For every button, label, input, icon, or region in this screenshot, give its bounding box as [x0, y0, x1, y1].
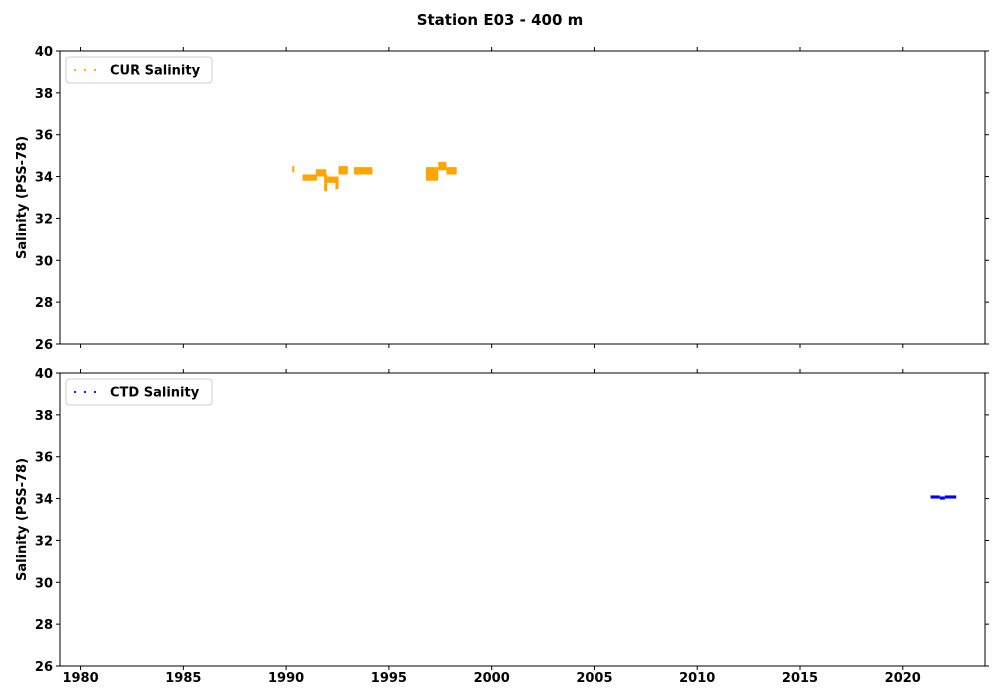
data-point-cluster: [324, 174, 328, 192]
y-tick-label: 30: [35, 254, 53, 269]
y-axis-label: Salinity (PSS-78): [15, 136, 30, 259]
y-tick-label: 38: [35, 87, 53, 102]
legend-marker: [73, 68, 77, 72]
x-tick-label: 2015: [782, 671, 818, 686]
axes-frame-2: [59, 372, 986, 667]
data-point-cluster: [939, 496, 945, 500]
legend-box: [65, 56, 213, 84]
legend-marker: [73, 390, 77, 394]
y-tick-label: 26: [35, 338, 53, 353]
legend-marker: [83, 68, 87, 72]
y-tick-label: 36: [35, 129, 53, 144]
y-tick-label: 32: [35, 212, 53, 227]
legend-marker: [93, 68, 97, 72]
y-tick-label: 28: [35, 618, 53, 633]
y-tick-label: 40: [35, 45, 53, 60]
x-tick-label: 1985: [165, 671, 201, 686]
legend-box: [65, 378, 213, 406]
y-tick-label: 36: [35, 451, 53, 466]
data-point-cluster: [292, 166, 295, 173]
y-tick-label: 26: [35, 660, 53, 675]
data-point-cluster: [335, 178, 339, 190]
x-tick-label: 2005: [576, 671, 612, 686]
y-tick-label: 40: [35, 367, 53, 382]
y-tick-label: 34: [35, 171, 53, 186]
legend-label: CTD Salinity: [110, 386, 200, 401]
y-axis-label: Salinity (PSS-78): [15, 458, 30, 581]
data-point-cluster: [930, 495, 940, 499]
axes-frame-1: [59, 50, 986, 345]
x-tick-label: 2020: [885, 671, 921, 686]
data-point-cluster: [315, 169, 327, 177]
x-tick-label: 1995: [371, 671, 407, 686]
x-tick-label: 1980: [62, 671, 98, 686]
data-point-cluster: [326, 176, 339, 183]
data-point-cluster: [944, 495, 957, 499]
x-tick-label: 2010: [679, 671, 715, 686]
x-tick-label: 2000: [474, 671, 510, 686]
y-tick-label: 34: [35, 493, 53, 508]
y-tick-label: 32: [35, 534, 53, 549]
data-point-cluster: [438, 161, 447, 171]
y-tick-label: 30: [35, 576, 53, 591]
chart-title: Station E03 - 400 m: [416, 11, 584, 29]
data-point-cluster: [446, 167, 457, 175]
legend-marker: [83, 390, 87, 394]
legend-marker: [93, 390, 97, 394]
data-point-cluster: [353, 167, 373, 175]
legend-label: CUR Salinity: [110, 64, 201, 79]
y-tick-label: 28: [35, 296, 53, 311]
data-point-cluster: [302, 174, 317, 181]
data-point-cluster: [425, 167, 439, 181]
x-tick-label: 1990: [268, 671, 304, 686]
data-point-cluster: [338, 166, 348, 175]
y-tick-label: 38: [35, 409, 53, 424]
